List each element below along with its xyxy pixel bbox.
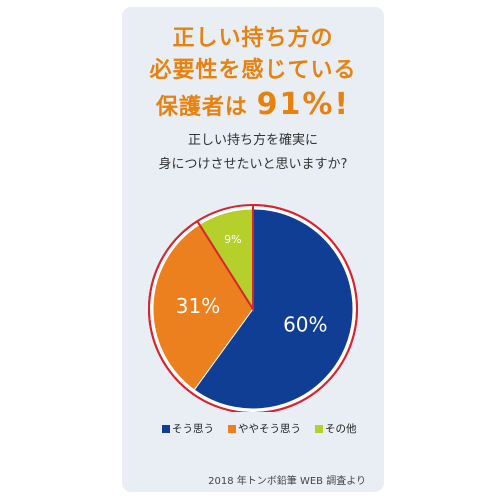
legend-swatch-somewhat-agree (228, 424, 236, 433)
question-line-2: 身につけさせたいと思いますか? (158, 157, 348, 172)
survey-card: 正しい持ち方の 必要性を感じている 保護者は 91%! 正しい持ち方を確実に 身… (122, 7, 384, 492)
pie-label-other: 9% (224, 233, 241, 246)
legend-item-other: その他 (315, 421, 357, 436)
legend-item-somewhat-agree: ややそう思う (228, 421, 301, 436)
headline-line-1: 正しい持ち方の (172, 26, 334, 51)
headline-value: 91%! (256, 87, 351, 122)
pie-label-agree: 60% (283, 312, 327, 336)
headline-line-3: 保護者は 91%! (122, 87, 384, 122)
chart-legend: そう思う ややそう思う その他 (162, 421, 357, 436)
legend-label-agree: そう思う (172, 423, 214, 435)
question-line-1: 正しい持ち方を確実に (187, 133, 318, 148)
legend-label-other: その他 (325, 423, 357, 435)
headline-prefix: 保護者は (155, 95, 257, 120)
pie-chart: 60% 31% 9% (148, 203, 358, 412)
pie-label-somewhat-agree: 31% (176, 294, 220, 318)
legend-item-agree: そう思う (162, 421, 214, 436)
legend-swatch-other (315, 424, 323, 433)
legend-label-somewhat-agree: ややそう思う (238, 423, 301, 435)
headline-line-2: 必要性を感じている (149, 58, 357, 83)
agree-share-highlight (148, 203, 358, 412)
pie-slice-agree (193, 208, 354, 410)
source-note: 2018 年トンボ鉛筆 WEB 調査より (208, 476, 366, 487)
legend-swatch-agree (162, 424, 170, 433)
pie-slice-somewhat-agree (152, 223, 254, 391)
